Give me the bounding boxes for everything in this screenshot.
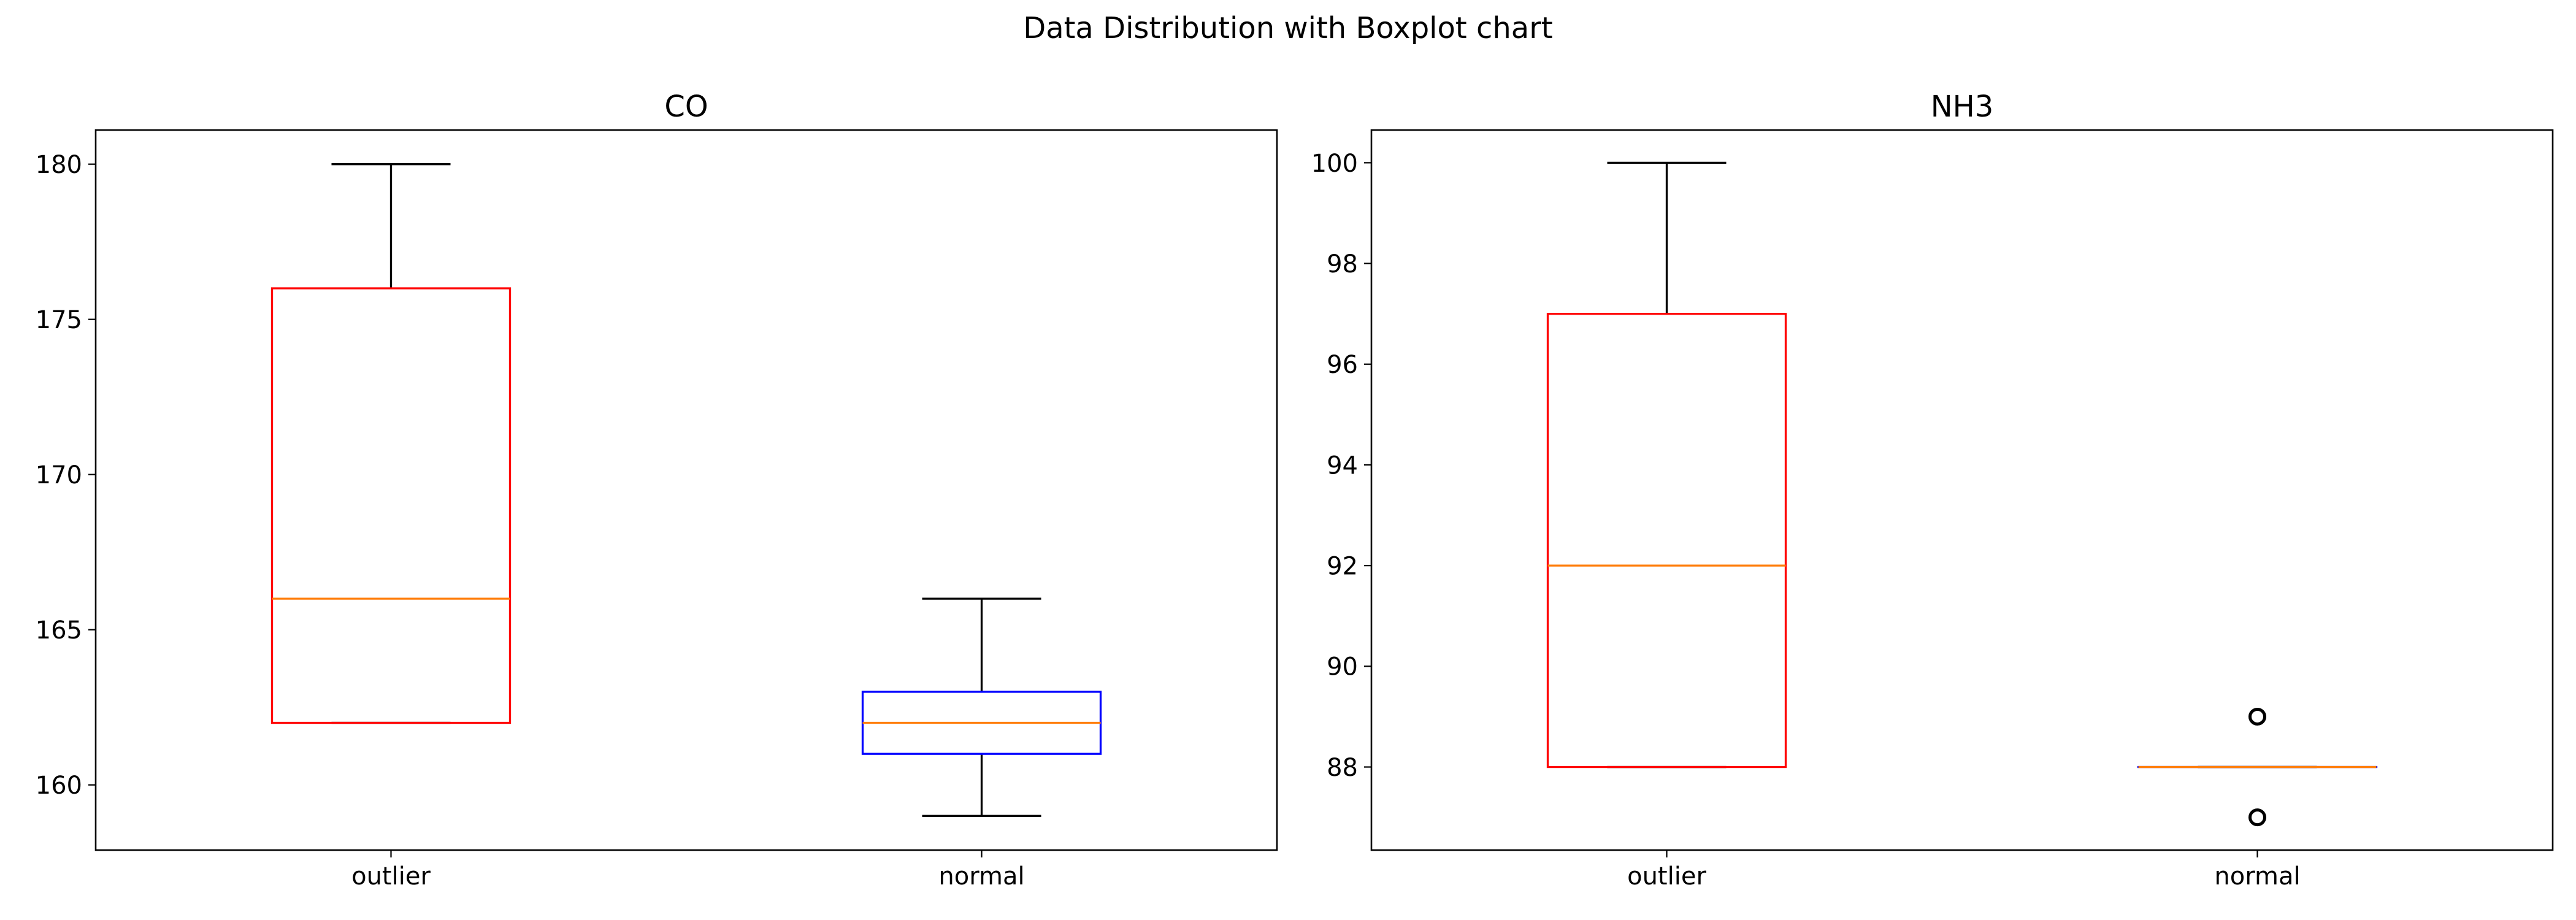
flier-point bbox=[2248, 808, 2266, 827]
y-tick-label: 90 bbox=[1327, 653, 1358, 681]
box-normal bbox=[861, 597, 1102, 817]
axes-frame bbox=[94, 129, 1278, 851]
chart-panel-nh3: NH3 88 90 92 94 96 98 100 outlier normal bbox=[1311, 90, 2554, 891]
axes-frame bbox=[1370, 129, 2554, 851]
flier-point bbox=[2248, 707, 2266, 726]
box-outlier bbox=[270, 163, 512, 724]
chart-panel-co: CO 160 165 170 175 180 outlier normal bbox=[36, 90, 1278, 891]
box-outlier bbox=[1546, 161, 1787, 769]
chart-title: CO bbox=[664, 90, 708, 124]
y-tick-label: 175 bbox=[36, 306, 82, 334]
x-tick-label: normal bbox=[938, 862, 1024, 891]
box-body bbox=[270, 287, 512, 724]
figure-title: Data Distribution with Boxplot chart bbox=[1023, 11, 1553, 45]
box-normal bbox=[2137, 707, 2378, 827]
y-tick-label: 92 bbox=[1327, 553, 1358, 581]
y-tick-label: 100 bbox=[1311, 150, 1358, 178]
y-tick-label: 94 bbox=[1327, 451, 1358, 480]
y-tick-label: 88 bbox=[1327, 754, 1358, 782]
y-tick-label: 96 bbox=[1327, 351, 1358, 379]
y-tick-label: 165 bbox=[36, 616, 82, 645]
x-tick-label: outlier bbox=[1627, 862, 1706, 891]
y-tick-label: 160 bbox=[36, 772, 82, 800]
x-tick-label: outlier bbox=[351, 862, 431, 891]
chart-title: NH3 bbox=[1931, 90, 1994, 124]
y-tick-label: 180 bbox=[36, 151, 82, 179]
box-body bbox=[1546, 313, 1787, 769]
y-tick-label: 170 bbox=[36, 461, 82, 489]
x-tick-label: normal bbox=[2214, 862, 2300, 891]
y-tick-label: 98 bbox=[1327, 250, 1358, 278]
